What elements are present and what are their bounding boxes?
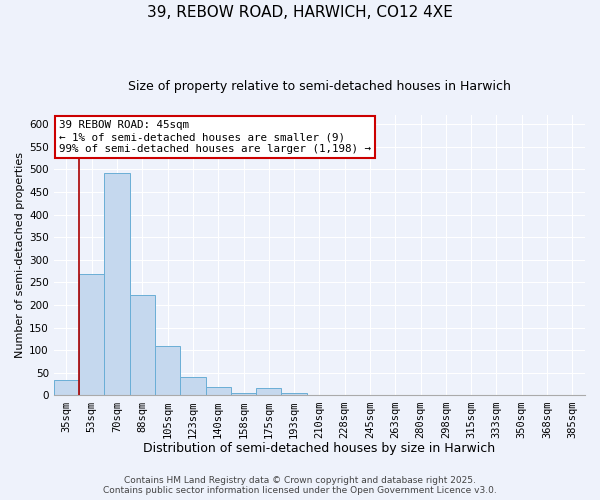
- Title: Size of property relative to semi-detached houses in Harwich: Size of property relative to semi-detach…: [128, 80, 511, 93]
- Bar: [104, 173, 130, 396]
- Bar: [130, 294, 155, 396]
- Y-axis label: Number of semi-detached properties: Number of semi-detached properties: [15, 152, 25, 358]
- Bar: [54, 380, 79, 396]
- Bar: [281, 393, 307, 396]
- Bar: [79, 274, 104, 396]
- Text: Contains HM Land Registry data © Crown copyright and database right 2025.
Contai: Contains HM Land Registry data © Crown c…: [103, 476, 497, 495]
- Bar: [155, 346, 180, 396]
- Bar: [206, 388, 231, 396]
- X-axis label: Distribution of semi-detached houses by size in Harwich: Distribution of semi-detached houses by …: [143, 442, 496, 455]
- Bar: [256, 388, 281, 396]
- Text: 39, REBOW ROAD, HARWICH, CO12 4XE: 39, REBOW ROAD, HARWICH, CO12 4XE: [147, 5, 453, 20]
- Bar: [231, 393, 256, 396]
- Text: 39 REBOW ROAD: 45sqm
← 1% of semi-detached houses are smaller (9)
99% of semi-de: 39 REBOW ROAD: 45sqm ← 1% of semi-detach…: [59, 120, 371, 154]
- Bar: [180, 378, 206, 396]
